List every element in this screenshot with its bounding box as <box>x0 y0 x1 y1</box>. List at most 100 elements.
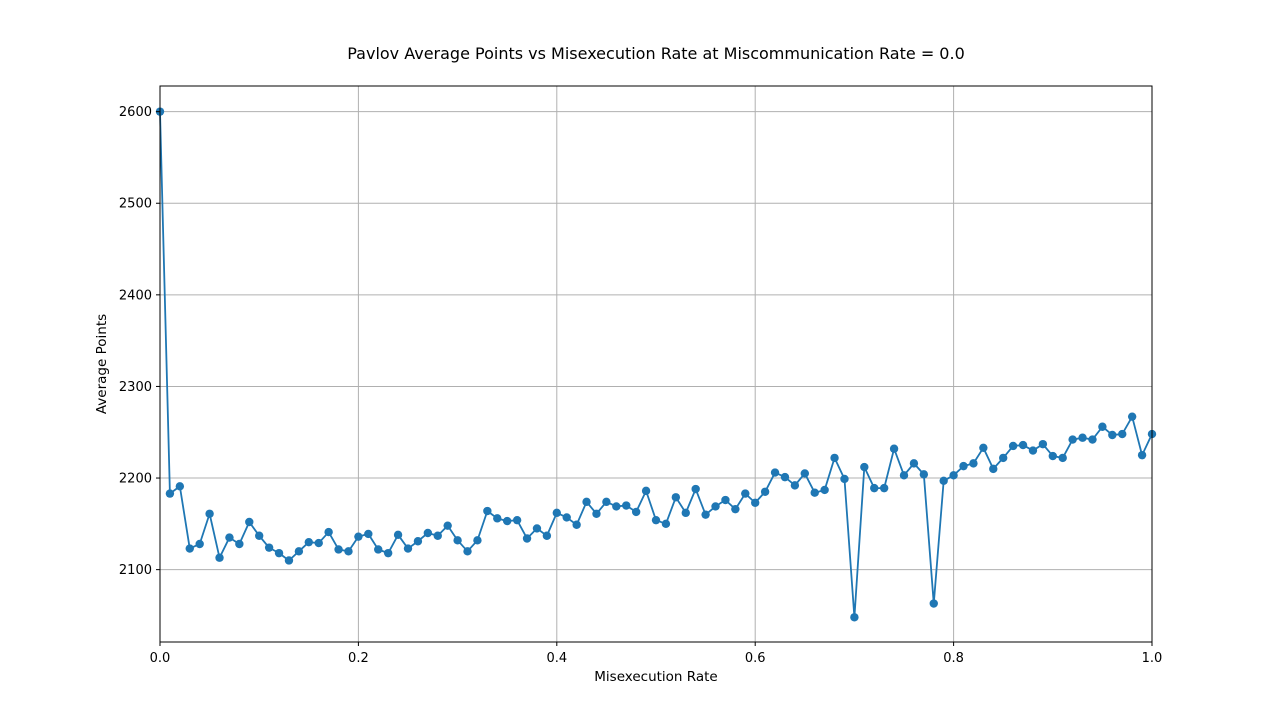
data-point <box>443 521 452 530</box>
data-point <box>1048 451 1058 461</box>
data-point <box>691 484 700 494</box>
data-point <box>403 544 413 553</box>
data-point <box>701 510 710 519</box>
data-point <box>572 520 581 529</box>
data-point <box>1098 422 1107 431</box>
data-point <box>731 504 740 514</box>
data-point <box>612 502 621 511</box>
data-point <box>800 469 809 478</box>
data-point <box>820 485 829 495</box>
data-point <box>175 482 185 491</box>
data-point <box>1018 440 1028 450</box>
data-point <box>790 481 800 490</box>
data-point <box>354 532 363 541</box>
data-point <box>552 508 561 518</box>
data-point <box>870 483 879 493</box>
x-tick-label: 0.0 <box>150 651 171 666</box>
data-point <box>503 516 512 526</box>
x-ticks: 0.0 0.2 0.4 0.6 0.8 1.0 <box>150 642 1163 666</box>
data-point <box>860 462 869 472</box>
data-point <box>661 519 671 529</box>
y-tick-label: 2300 <box>119 380 152 395</box>
data-point <box>582 497 591 507</box>
data-point <box>255 531 264 540</box>
grid <box>159 86 1153 642</box>
data-point <box>562 513 571 522</box>
data-point <box>651 515 661 525</box>
data-point <box>334 545 343 554</box>
data-point <box>592 509 601 518</box>
chart-title: Pavlov Average Points vs Misexecution Ra… <box>347 44 965 63</box>
data-point <box>483 506 492 516</box>
y-tick-label: 2200 <box>119 472 152 487</box>
data-point <box>760 487 770 496</box>
data-point <box>393 530 403 540</box>
data-point <box>1078 433 1087 442</box>
data-point <box>205 509 214 518</box>
data-point <box>999 453 1008 463</box>
data-point <box>909 459 919 468</box>
data-point <box>413 537 423 546</box>
data-point <box>780 472 790 482</box>
data-point <box>235 539 244 549</box>
data-point <box>770 468 780 477</box>
data-point <box>830 453 839 463</box>
data-point <box>939 476 948 485</box>
data-point <box>463 547 472 556</box>
data-point <box>989 464 998 474</box>
y-ticks: 2100 2200 2300 2400 2500 2600 <box>119 105 160 578</box>
y-tick-label: 2500 <box>119 197 152 212</box>
data-point <box>879 483 889 493</box>
x-tick-label: 0.8 <box>943 651 964 666</box>
data-point <box>929 599 938 608</box>
x-tick-label: 0.6 <box>745 651 766 666</box>
data-point <box>741 489 750 498</box>
x-tick-label: 1.0 <box>1142 651 1163 666</box>
data-point <box>899 471 909 480</box>
x-tick-label: 0.4 <box>546 651 567 666</box>
data-point <box>622 501 631 510</box>
data-point <box>631 507 641 517</box>
data-point <box>493 514 502 523</box>
data-point <box>681 508 690 518</box>
y-tick-label: 2600 <box>119 105 152 120</box>
data-point <box>889 444 899 453</box>
data-point <box>949 471 958 480</box>
data-point <box>433 531 442 540</box>
data-point <box>751 498 760 507</box>
y-axis-label: Average Points <box>94 314 110 414</box>
data-point <box>215 553 224 562</box>
data-point <box>641 486 651 496</box>
data-point <box>195 539 204 549</box>
data-point <box>364 529 373 539</box>
data-point <box>959 461 968 471</box>
data-point <box>1008 441 1018 451</box>
data-point <box>1137 450 1147 460</box>
data-point <box>979 443 988 453</box>
data-point <box>1058 453 1067 463</box>
data-point <box>374 545 383 554</box>
data-point <box>969 459 978 468</box>
data-point <box>532 524 542 533</box>
data-point <box>245 517 254 527</box>
data-point <box>810 488 819 497</box>
data-point <box>850 613 859 622</box>
data-point <box>1028 446 1038 455</box>
data-point <box>711 502 720 511</box>
y-tick-label: 2100 <box>119 563 152 578</box>
data-point <box>314 538 323 548</box>
data-point <box>453 536 462 545</box>
data-point <box>344 547 353 556</box>
plot-frame <box>159 85 1153 643</box>
x-axis-label: Misexecution Rate <box>594 669 717 685</box>
x-tick-label: 0.2 <box>348 651 369 666</box>
data-point <box>522 534 532 543</box>
data-point <box>919 470 929 479</box>
data-point <box>274 548 284 558</box>
series-layer <box>155 107 1157 622</box>
data-point <box>324 527 333 537</box>
data-point <box>1038 439 1048 449</box>
data-point <box>671 493 681 502</box>
data-point <box>294 547 304 556</box>
